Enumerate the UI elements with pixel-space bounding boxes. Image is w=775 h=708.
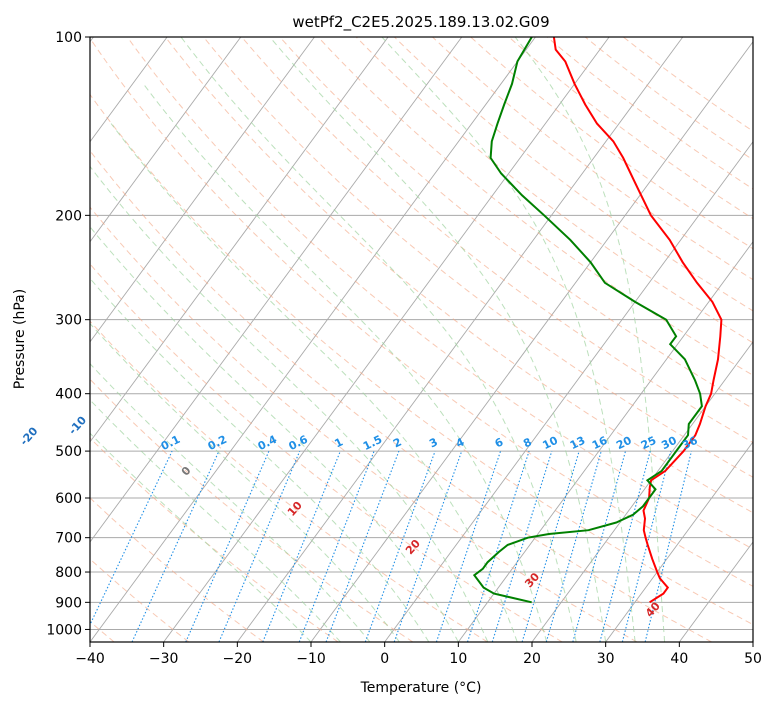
y-tick-label: 500	[55, 444, 82, 460]
dry-adiabat-line	[90, 93, 753, 626]
isotherm-line	[90, 37, 242, 243]
x-tick-label: −10	[296, 651, 326, 667]
moist-adiabat-line	[90, 322, 400, 642]
y-tick-label: 300	[55, 313, 82, 329]
moist-adiabat-line	[90, 165, 489, 642]
moist-adiabat-line	[90, 226, 459, 642]
moist-adiabat-line	[90, 277, 430, 642]
y-tick-label: 1000	[46, 622, 82, 638]
isotherm-line	[531, 341, 753, 642]
y-axis-label: Pressure (hPa)	[12, 289, 28, 389]
moist-adiabat-line	[381, 37, 636, 642]
isotherm-line	[384, 140, 753, 642]
moist-adiabat-line	[90, 432, 312, 642]
y-tick-label: 200	[55, 208, 82, 224]
moist-adiabat-line	[90, 363, 371, 642]
y-tick-label: 700	[55, 531, 82, 547]
y-tick-label: 800	[55, 565, 82, 581]
mixing-ratio-line	[298, 450, 375, 642]
dry-adiabat-line	[126, 37, 753, 550]
plot-frame	[89, 36, 754, 643]
x-tick-label: 30	[597, 651, 615, 667]
mixing-ratio-label: 10	[541, 434, 561, 453]
dry-adiabat-line	[90, 378, 414, 642]
plot-background	[90, 37, 753, 642]
mixing-ratio-line	[621, 450, 672, 642]
mixing-ratio-label: 16	[590, 434, 610, 453]
dry-adiabat-line	[90, 206, 638, 642]
mixing-ratio-label: 30	[659, 434, 679, 453]
mixing-ratio-line	[393, 450, 463, 642]
mixing-ratio-label: 25	[639, 434, 658, 452]
x-tick-label: −20	[223, 651, 253, 667]
mixing-ratio-line	[644, 450, 692, 642]
y-tick-label: 100	[55, 30, 82, 46]
isotherm-line	[752, 641, 753, 642]
dry-adiabat-line	[355, 37, 753, 344]
x-tick-label: 40	[670, 651, 688, 667]
isotherm-line	[90, 37, 389, 443]
mixing-ratio-line	[218, 450, 301, 642]
mixing-ratio-line	[262, 450, 341, 642]
mixing-ratio-label: 36	[680, 434, 700, 453]
dewpoint-trace	[472, 37, 703, 604]
isotherm-line	[457, 241, 753, 642]
moist-adiabat-line	[110, 123, 518, 642]
y-tick-label: 600	[55, 491, 82, 507]
dry-adiabat-line	[90, 150, 712, 642]
isotherm-line	[605, 441, 753, 642]
dry-adiabat-line	[279, 37, 753, 410]
mixing-ratio-line	[364, 450, 436, 642]
mixing-ratio-label: 13	[568, 434, 587, 452]
dry-adiabat-line	[317, 37, 753, 376]
dry-adiabat-line	[165, 37, 753, 514]
mixing-ratio-line	[545, 450, 602, 642]
mixing-ratio-line	[325, 450, 400, 642]
moist-adiabat-line	[90, 399, 341, 642]
mixing-ratio-line	[572, 450, 627, 642]
dry-adiabat-line	[90, 437, 339, 642]
dry-adiabat-label: -10	[66, 413, 89, 437]
x-axis-label: Temperature (°C)	[360, 680, 482, 696]
dry-adiabat-label: -20	[17, 424, 40, 448]
x-tick-label: 50	[744, 651, 762, 667]
isotherm-line	[236, 37, 684, 642]
moist-adiabat-line	[180, 37, 577, 642]
isotherm-line	[90, 37, 315, 343]
x-tick-label: 20	[523, 651, 541, 667]
y-tick-label: 400	[55, 387, 82, 403]
moist-adiabat-line	[269, 37, 607, 642]
y-tick-label: 900	[55, 595, 82, 611]
x-tick-label: −40	[75, 651, 105, 667]
isotherm-line	[90, 37, 168, 143]
isotherm-line	[90, 37, 536, 642]
chart-title: wetPf2_C2E5.2025.189.13.02.G09	[292, 13, 549, 32]
x-tick-label: −30	[149, 651, 179, 667]
mixing-ratio-label: 20	[614, 434, 634, 453]
dry-adiabat-line	[90, 263, 563, 642]
x-tick-label: 0	[380, 651, 389, 667]
mixing-ratio-line	[90, 450, 173, 626]
dry-adiabat-line	[90, 37, 753, 587]
temperature-trace	[552, 37, 723, 604]
mixing-ratio-line	[599, 450, 651, 642]
x-tick-label: 10	[449, 651, 467, 667]
